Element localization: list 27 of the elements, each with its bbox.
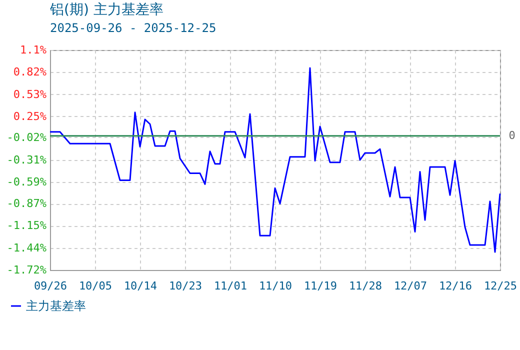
y-tick-label: -1.72% bbox=[6, 264, 47, 276]
y-tick-label: -0.02% bbox=[6, 130, 47, 144]
x-tick-label: 12/07 bbox=[394, 280, 428, 292]
y-tick-label: -1.15% bbox=[6, 219, 47, 232]
ref-line-label: 0 bbox=[508, 128, 516, 142]
y-tick-label: -0.87% bbox=[6, 197, 47, 210]
y-tick-label: 0.25% bbox=[13, 110, 47, 123]
y-tick-label: -0.59% bbox=[6, 175, 47, 188]
x-tick-label: 12/16 bbox=[438, 280, 472, 292]
y-tick-label: 1.1% bbox=[20, 44, 47, 56]
x-tick-label: 09/26 bbox=[34, 280, 68, 292]
legend-label: 主力基差率 bbox=[26, 299, 86, 313]
x-tick-label: 11/19 bbox=[304, 280, 338, 292]
x-tick-label: 12/25 bbox=[484, 280, 518, 292]
x-tick-label: 10/14 bbox=[124, 280, 158, 292]
line-series bbox=[49, 67, 501, 253]
y-tick-label: 0.82% bbox=[13, 65, 47, 78]
x-tick-label: 11/10 bbox=[258, 280, 292, 292]
x-tick-label: 11/28 bbox=[348, 280, 382, 292]
y-tick-label: -0.31% bbox=[6, 154, 47, 166]
chart-subtitle: 2025-09-26 - 2025-12-25 bbox=[50, 21, 216, 35]
chart-title: 铝(期) 主力基差率 bbox=[49, 2, 164, 18]
x-tick-label: 10/05 bbox=[78, 280, 112, 292]
y-tick-label: 0.53% bbox=[13, 88, 47, 101]
x-tick-label: 10/23 bbox=[168, 280, 202, 292]
y-tick-label: -1.44% bbox=[6, 242, 47, 255]
x-tick-label: 11/01 bbox=[214, 280, 248, 292]
